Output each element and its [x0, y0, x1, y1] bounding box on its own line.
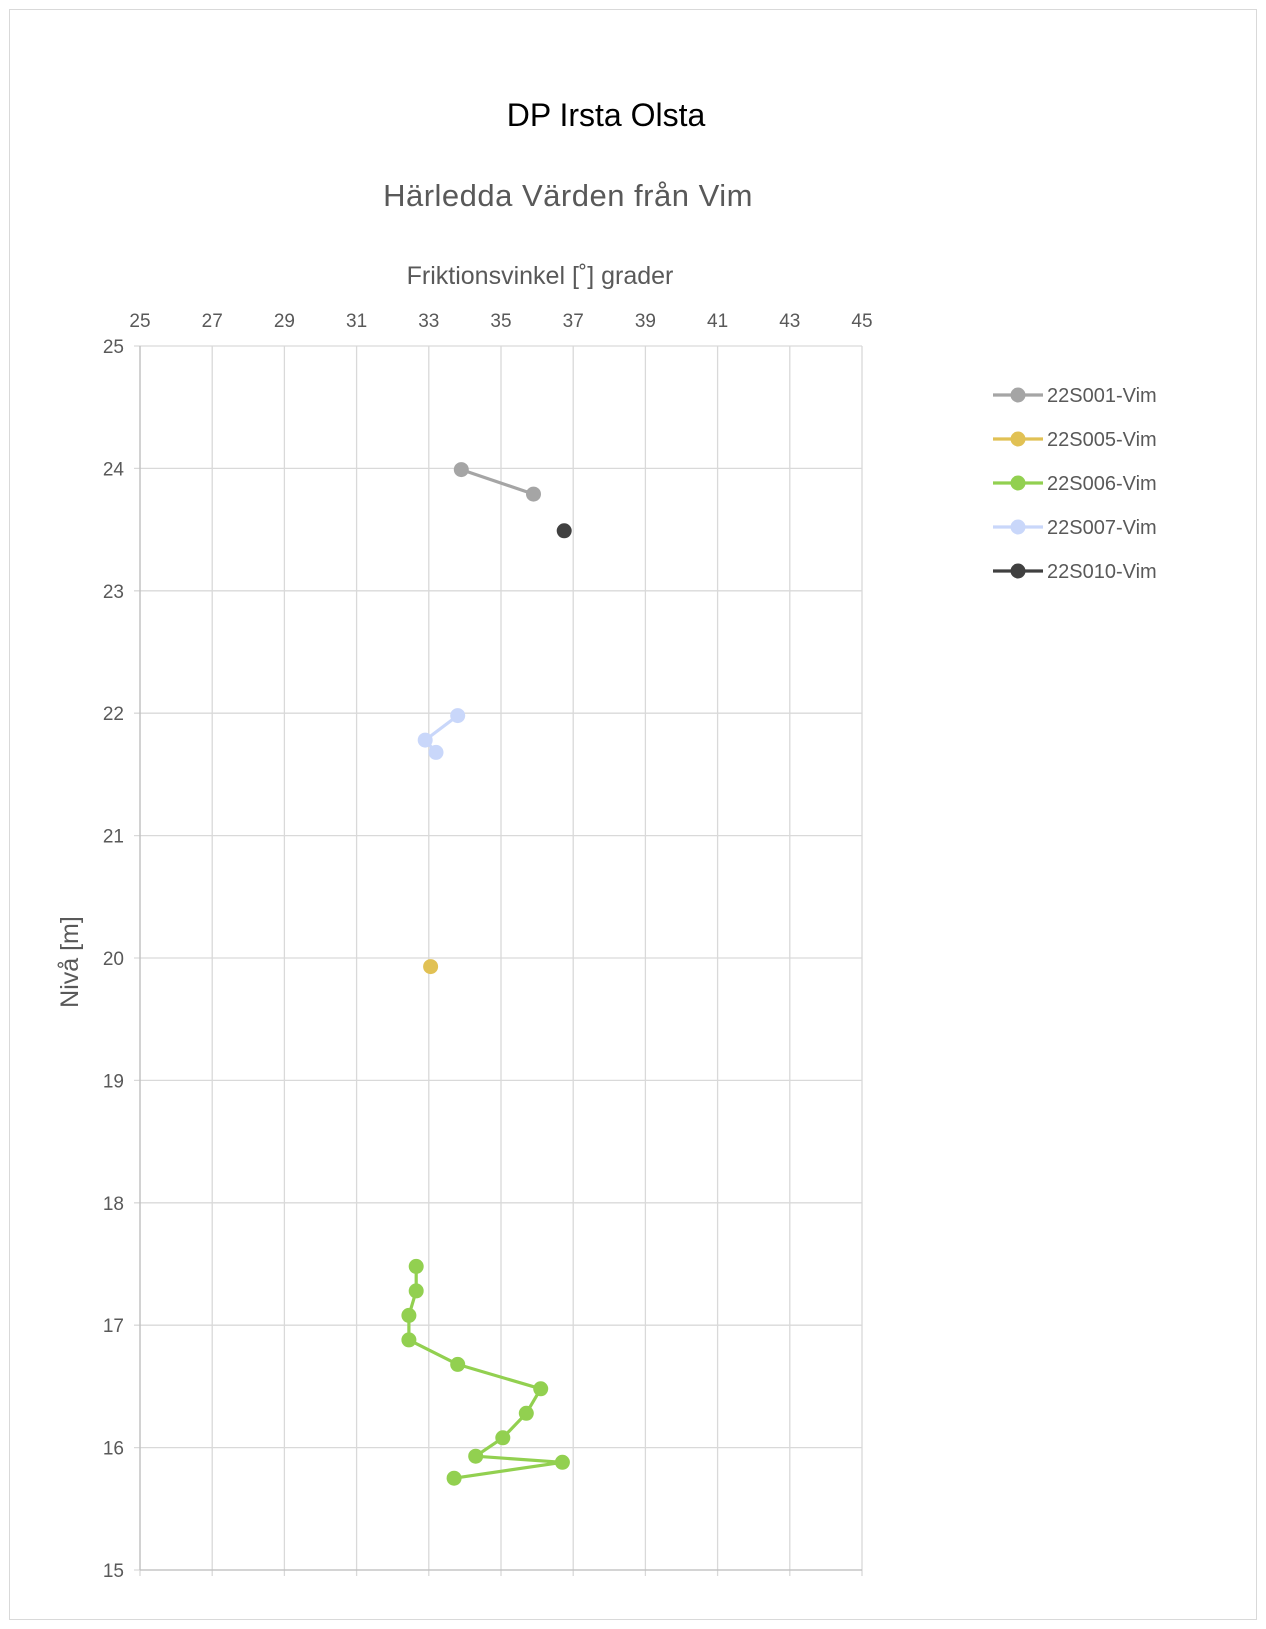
data-point: [446, 1470, 462, 1486]
legend-label: 22S007-Vim: [1047, 517, 1157, 539]
legend-item: 22S005-Vim: [993, 429, 1157, 451]
x-tick-label: 35: [490, 311, 511, 332]
x-tick-label: 33: [418, 311, 439, 332]
legend: 22S001-Vim 22S005-Vim 22S006-Vim 22S007-Vim…: [993, 385, 1157, 583]
data-point: [408, 1258, 424, 1274]
legend-marker: [1010, 431, 1026, 447]
data-point: [428, 744, 444, 760]
y-tick-label: 23: [103, 582, 124, 603]
legend-label: 22S010-Vim: [1047, 561, 1157, 583]
y-tick-label: 22: [103, 704, 124, 725]
data-point: [423, 959, 439, 975]
x-axis-title: Friktionsvinkel [˚] grader: [407, 262, 674, 290]
y-tick-label: 25: [103, 337, 124, 358]
data-point: [401, 1332, 417, 1348]
data-point: [533, 1381, 549, 1397]
series-22S007-Vim: [417, 708, 466, 760]
x-tick-label: 25: [129, 311, 150, 332]
y-tick-label: 18: [103, 1194, 124, 1215]
legend-item: 22S007-Vim: [993, 517, 1157, 539]
y-tick-label: 19: [103, 1071, 124, 1092]
x-tick-label: 29: [274, 311, 295, 332]
y-tick-label: 17: [103, 1316, 124, 1337]
legend-label: 22S001-Vim: [1047, 385, 1157, 407]
chart-title: DP Irsta Olsta: [507, 97, 706, 133]
y-axis-title: Nivå [m]: [56, 916, 84, 1008]
y-tick-label: 20: [103, 949, 124, 970]
data-point: [453, 462, 469, 478]
series-22S001-Vim: [453, 462, 541, 502]
x-tick-label: 41: [707, 311, 728, 332]
x-tick-label: 37: [563, 311, 584, 332]
x-tick-label: 27: [202, 311, 223, 332]
y-tick-label: 16: [103, 1439, 124, 1460]
data-point: [518, 1405, 534, 1421]
legend-item: 22S001-Vim: [993, 385, 1157, 407]
chart-frame: [9, 9, 1257, 1620]
data-point: [495, 1430, 511, 1446]
y-tick-label: 24: [103, 459, 125, 480]
legend-marker: [1010, 563, 1026, 579]
data-point: [556, 523, 572, 539]
tick-layer: 25 27 29 31 33 35 37 39 41 43 45 15 16 17 18 19 20 21 22 23…: [103, 311, 873, 1582]
series-layer: [401, 462, 572, 1486]
data-point: [554, 1454, 570, 1470]
data-point: [401, 1307, 417, 1323]
legend-marker: [1010, 475, 1026, 491]
data-point: [408, 1283, 424, 1299]
data-point: [450, 1356, 466, 1372]
legend-item: 22S006-Vim: [993, 473, 1157, 495]
data-point: [450, 708, 466, 724]
x-tick-label: 31: [346, 311, 367, 332]
grid-layer: [134, 345, 863, 1576]
legend-item: 22S010-Vim: [993, 561, 1157, 583]
x-tick-label: 39: [635, 311, 656, 332]
legend-label: 22S005-Vim: [1047, 429, 1157, 451]
y-tick-label: 21: [103, 827, 124, 848]
series-line: [407, 1264, 564, 1480]
series-22S005-Vim: [423, 959, 439, 975]
data-point: [526, 486, 541, 502]
data-point: [468, 1448, 484, 1464]
data-point: [417, 732, 433, 748]
y-tick-label: 15: [103, 1561, 124, 1582]
legend-marker: [1010, 387, 1026, 403]
legend-label: 22S006-Vim: [1047, 473, 1157, 495]
legend-marker: [1010, 519, 1026, 535]
series-22S010-Vim: [556, 523, 572, 539]
chart-subtitle: Härledda Värden från Vim: [383, 178, 753, 213]
x-tick-label: 45: [851, 311, 872, 332]
series-22S006-Vim: [401, 1258, 570, 1486]
x-tick-label: 43: [779, 311, 800, 332]
series-line: [459, 468, 536, 496]
